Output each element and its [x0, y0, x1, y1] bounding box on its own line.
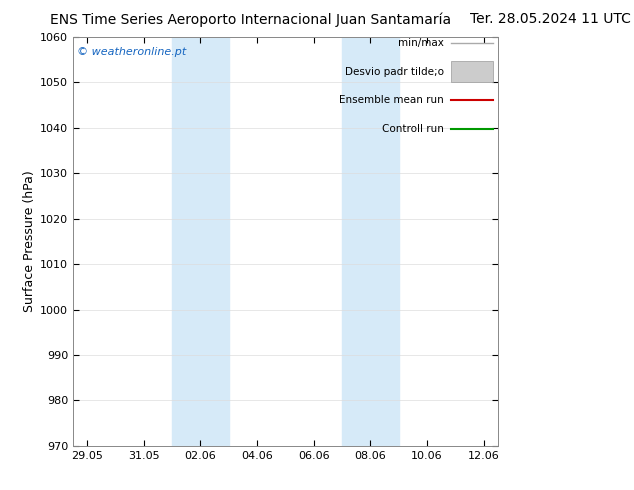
Text: Ensemble mean run: Ensemble mean run	[339, 95, 444, 105]
Text: Ter. 28.05.2024 11 UTC: Ter. 28.05.2024 11 UTC	[470, 12, 631, 26]
Text: Desvio padr tilde;o: Desvio padr tilde;o	[345, 67, 444, 76]
Bar	[342, 37, 370, 446]
Bar	[172, 37, 200, 446]
Text: ENS Time Series Aeroporto Internacional Juan Santamaría: ENS Time Series Aeroporto Internacional …	[50, 12, 451, 27]
Y-axis label: Surface Pressure (hPa): Surface Pressure (hPa)	[23, 171, 36, 312]
Text: min/max: min/max	[398, 38, 444, 48]
Text: © weatheronline.pt: © weatheronline.pt	[77, 47, 186, 57]
Bar	[200, 37, 229, 446]
Bar	[370, 37, 399, 446]
Text: Controll run: Controll run	[382, 124, 444, 134]
Bar	[451, 61, 493, 82]
